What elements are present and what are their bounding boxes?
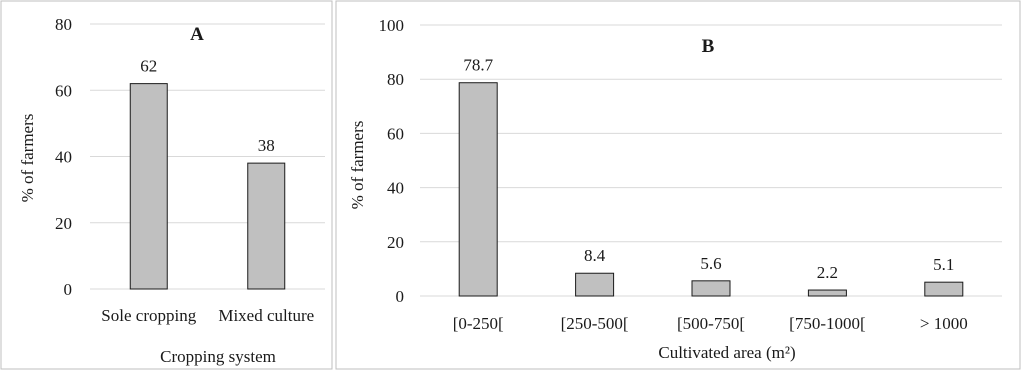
y-tick-label: 0 (396, 287, 405, 306)
y-tick-label: 20 (387, 233, 404, 252)
panel-b-gridlines (420, 24, 1002, 297)
panel-a-gridlines (90, 23, 325, 290)
data-label: 5.6 (700, 254, 721, 273)
panel-a-x-axis-title: Cropping system (160, 347, 276, 366)
panel-b-x-tick-labels: [0-250[ [250-500[ [500-750[ [750-1000[ > 100… (453, 314, 968, 333)
panel-b-data-labels: 78.7 8.4 5.6 2.2 5.1 (463, 56, 954, 282)
bar (129, 83, 168, 290)
bar (924, 281, 964, 297)
bar (247, 162, 286, 290)
panel-b-x-axis-title: Cultivated area (m²) (658, 343, 795, 362)
panel-a-y-axis-title: % of farmers (18, 114, 37, 203)
data-label: 2.2 (817, 263, 838, 282)
panel-a-data-labels: 62 38 (140, 57, 275, 156)
y-tick-label: 20 (55, 214, 72, 233)
data-label: 5.1 (933, 255, 954, 274)
y-tick-label: 60 (387, 124, 404, 143)
x-tick-label: > 1000 (920, 314, 968, 333)
y-tick-label: 100 (379, 16, 405, 35)
panel-a-bar-chart: 0 20 40 60 80 62 38 Sole cropping Mixed cultur… (0, 0, 333, 370)
panel-b-frame (335, 0, 1021, 370)
data-label: 78.7 (463, 56, 493, 75)
panel-b-y-tick-labels: 0 20 40 60 80 100 (379, 16, 405, 306)
data-label: 8.4 (584, 246, 606, 265)
bar (691, 280, 731, 297)
panel-a-bars (129, 83, 286, 290)
bar (807, 289, 847, 297)
bar (458, 82, 498, 297)
panel-a-label: A (190, 24, 204, 45)
y-tick-label: 40 (55, 148, 72, 167)
panel-a-y-tick-labels: 0 20 40 60 80 (55, 15, 72, 299)
y-tick-label: 0 (64, 280, 73, 299)
panel-b-y-axis-title: % of farmers (348, 121, 367, 210)
x-tick-label: Mixed culture (218, 306, 314, 325)
x-tick-label: [750-1000[ (789, 314, 866, 333)
panel-b-label: B (702, 36, 715, 57)
x-tick-label: Sole cropping (101, 306, 196, 325)
y-tick-label: 60 (55, 81, 72, 100)
y-tick-label: 80 (55, 15, 72, 34)
panel-a-frame (0, 0, 333, 370)
data-label: 62 (140, 57, 157, 76)
x-tick-label: [0-250[ (453, 314, 504, 333)
x-tick-label: [500-750[ (677, 314, 745, 333)
y-tick-label: 80 (387, 70, 404, 89)
panel-b-bar-chart: 0 20 40 60 80 100 78.7 8.4 5.6 2.2 5.1 [0-250[ [25… (335, 0, 1021, 370)
panel-b-bars (458, 82, 964, 297)
bar (575, 272, 615, 297)
x-tick-label: [250-500[ (561, 314, 629, 333)
data-label: 38 (258, 136, 275, 155)
y-tick-label: 40 (387, 179, 404, 198)
panel-a-x-tick-labels: Sole cropping Mixed culture (101, 306, 314, 325)
